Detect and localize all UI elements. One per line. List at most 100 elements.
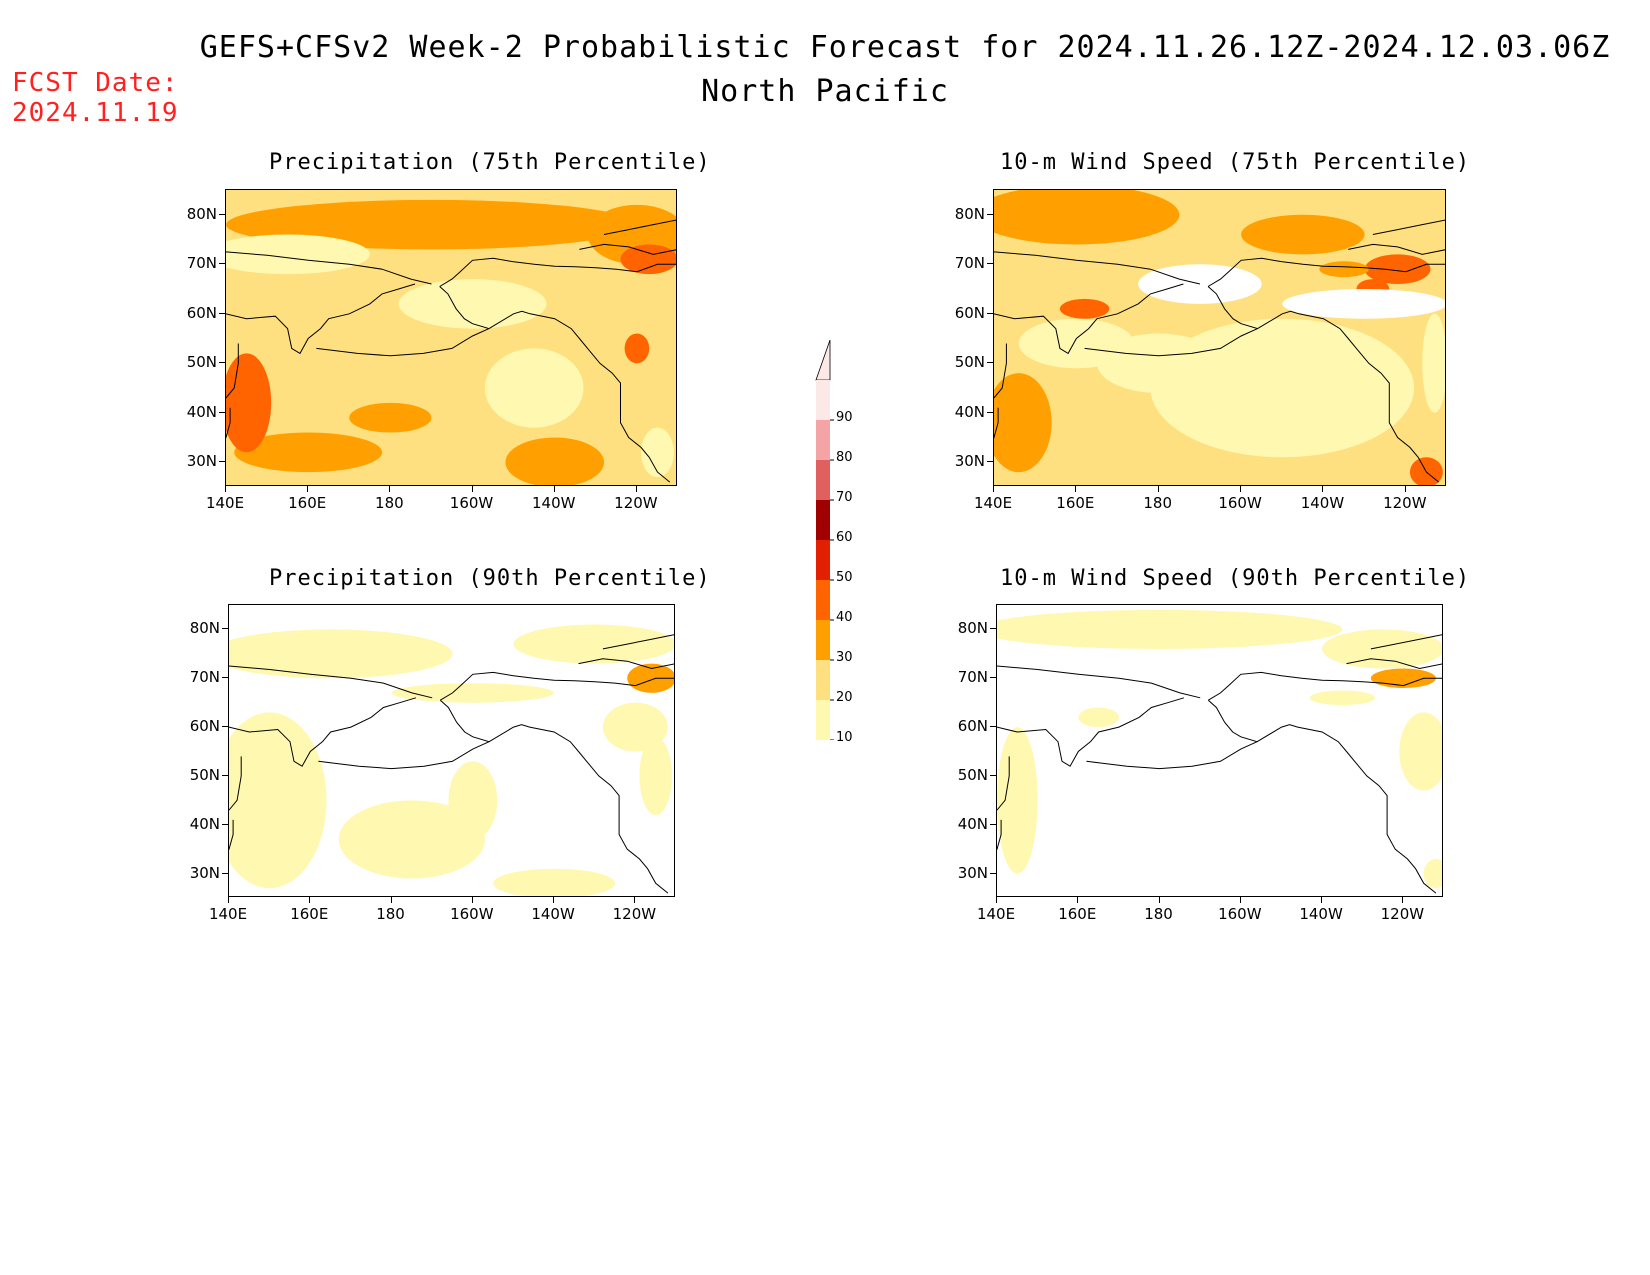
lat-tick (990, 774, 996, 776)
probability-patch (505, 437, 605, 485)
lat-tick (990, 726, 996, 728)
coastline (994, 251, 1201, 285)
probability-patch (1078, 707, 1119, 728)
lon-tick-label: 160W (1218, 494, 1262, 512)
coastline (602, 634, 674, 650)
panel-title-wind-90: 10-m Wind Speed (90th Percentile) (1000, 566, 1471, 591)
lon-tick (390, 897, 392, 903)
lon-tick (996, 897, 997, 903)
lat-tick (219, 213, 225, 215)
lon-tick-label: 180 (1143, 494, 1173, 512)
lon-tick-label: 160W (450, 905, 494, 923)
lat-tick (219, 362, 225, 364)
lat-tick-label: 60N (189, 717, 220, 736)
probability-patch (229, 629, 453, 679)
lat-tick-label: 80N (186, 204, 217, 223)
probability-patch (1282, 289, 1445, 319)
coastline (994, 343, 1007, 399)
lat-tick (219, 312, 225, 314)
probability-patch (1423, 858, 1442, 889)
lon-tick (1322, 486, 1324, 492)
colorbar-segment (816, 540, 830, 580)
lat-tick (987, 312, 993, 314)
lat-tick-label: 50N (957, 765, 988, 784)
lat-tick (222, 628, 228, 630)
coastline (994, 407, 999, 439)
map-wind-75 (993, 189, 1446, 486)
colorbar-segment (816, 700, 830, 740)
lat-tick-label: 30N (957, 863, 988, 882)
lat-tick-label: 70N (186, 254, 217, 273)
coastline (1348, 243, 1445, 255)
probability-patch (1241, 214, 1365, 255)
coastline (603, 219, 676, 235)
lon-tick-label: 140W (1300, 494, 1345, 512)
lat-tick (222, 677, 228, 679)
lon-tick (389, 486, 391, 492)
lat-tick-label: 70N (957, 668, 988, 687)
lon-tick (1240, 486, 1242, 492)
colorbar-segment (816, 660, 830, 700)
lat-tick (222, 726, 228, 728)
lat-tick-label: 30N (189, 863, 220, 882)
colorbar-segment (816, 620, 830, 660)
lat-tick-label: 80N (189, 619, 220, 638)
lon-tick-label: 140E (976, 905, 1016, 923)
lon-tick (635, 486, 637, 492)
lat-tick (219, 263, 225, 265)
lat-tick (990, 872, 996, 874)
colorbar-top-arrow (815, 339, 831, 381)
lat-tick (990, 823, 996, 825)
lon-tick-label: 140E (208, 905, 248, 923)
lon-tick-label: 120W (612, 905, 657, 923)
lon-tick-label: 140E (205, 494, 245, 512)
map-svg (997, 605, 1442, 896)
colorbar-label: 50 (836, 570, 853, 585)
coastline (439, 699, 669, 894)
probability-patch (484, 348, 584, 428)
lat-tick-label: 70N (189, 668, 220, 687)
lon-tick (1158, 897, 1160, 903)
coastline (994, 283, 1184, 355)
lon-tick-label: 180 (375, 494, 404, 512)
map-svg (229, 605, 674, 896)
lat-tick (987, 213, 993, 215)
coastline (229, 697, 417, 767)
lon-tick-label: 140E (973, 494, 1013, 512)
coastline (997, 756, 1010, 811)
lat-tick-label: 60N (954, 303, 985, 322)
lon-tick-label: 120W (1383, 494, 1427, 512)
coastline (1207, 699, 1437, 894)
probability-patch (1399, 712, 1442, 791)
lat-tick-label: 40N (186, 402, 217, 421)
coastline (1346, 658, 1442, 670)
colorbar-segment (816, 380, 830, 420)
lon-tick (1402, 897, 1404, 903)
map-svg (994, 190, 1445, 485)
colorbar-label: 60 (836, 530, 853, 545)
lon-tick (307, 486, 309, 492)
lat-tick-label: 30N (186, 452, 217, 471)
coastline (1207, 286, 1440, 483)
probability-patch (1096, 333, 1221, 393)
coastline (226, 343, 239, 399)
colorbar-label: 20 (836, 690, 853, 705)
lon-tick (1404, 486, 1406, 492)
coastline (226, 283, 416, 355)
coastline (440, 671, 674, 701)
probability-patch (226, 234, 370, 275)
probability-patch (226, 199, 637, 250)
lon-tick-label: 160E (290, 905, 329, 923)
probability-patch (226, 353, 272, 453)
colorbar-segment (816, 460, 830, 500)
map-wind-90 (996, 604, 1443, 897)
lon-tick-label: 180 (1144, 905, 1173, 923)
main-title: GEFS+CFSv2 Week-2 Probabilistic Forecast… (199, 30, 1611, 65)
coastline (1084, 328, 1258, 357)
lon-tick-label: 120W (614, 494, 658, 512)
lat-tick-label: 80N (957, 619, 988, 638)
fcst-date-label: FCST Date: (12, 68, 179, 98)
lat-tick (222, 823, 228, 825)
probability-patch (1322, 629, 1442, 669)
lat-tick (987, 263, 993, 265)
